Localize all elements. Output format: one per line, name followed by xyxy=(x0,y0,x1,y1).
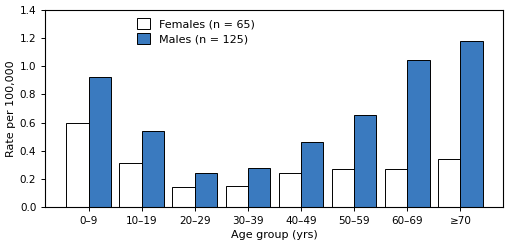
Bar xyxy=(407,60,430,207)
Bar xyxy=(119,164,142,207)
Bar xyxy=(354,115,376,207)
Bar xyxy=(301,142,323,207)
Bar xyxy=(248,168,270,207)
Bar xyxy=(225,186,248,207)
Y-axis label: Rate per 100,000: Rate per 100,000 xyxy=(6,60,16,157)
Legend: Females (n = 65), Males (n = 125): Females (n = 65), Males (n = 125) xyxy=(133,15,258,47)
Bar xyxy=(66,123,89,207)
Bar xyxy=(385,169,407,207)
Bar xyxy=(460,41,483,207)
Bar xyxy=(332,169,354,207)
Bar xyxy=(142,131,164,207)
Bar xyxy=(438,159,460,207)
Bar xyxy=(278,173,301,207)
Bar xyxy=(89,77,111,207)
Bar xyxy=(195,173,217,207)
Bar xyxy=(173,187,195,207)
X-axis label: Age group (yrs): Age group (yrs) xyxy=(231,231,318,240)
